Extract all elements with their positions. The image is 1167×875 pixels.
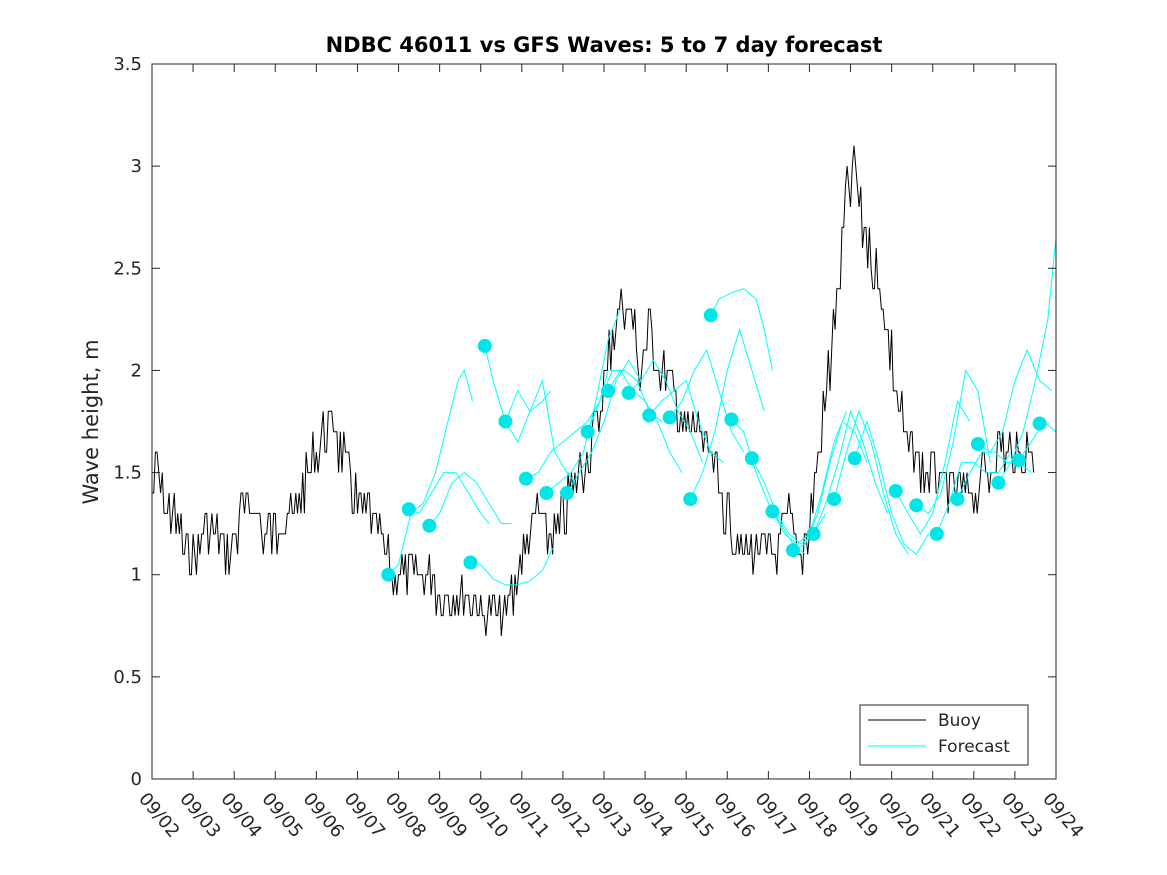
forecast-marker (642, 408, 657, 423)
buoy-series (152, 145, 1035, 637)
forecast-marker (401, 502, 416, 517)
forecast-series-15 (689, 327, 765, 500)
forecast-series-30 (1018, 420, 1057, 461)
y-tick-label: 2.5 (113, 258, 142, 279)
forecast-series-2 (408, 472, 490, 524)
forecast-series-14 (669, 348, 745, 453)
forecast-series-26 (936, 451, 1012, 535)
forecast-marker (847, 451, 862, 466)
forecast-series-1 (387, 369, 473, 576)
y-tick-label: 1 (131, 565, 142, 586)
forecast-marker (827, 492, 842, 507)
forecast-marker (765, 504, 780, 519)
forecast-marker (929, 526, 944, 541)
y-tick-label: 3 (131, 156, 142, 177)
forecast-series-11 (607, 369, 683, 473)
forecast-marker (381, 567, 396, 582)
forecast-series-21 (813, 409, 888, 535)
forecast-series-13 (648, 379, 724, 463)
forecast-series-3 (429, 471, 512, 527)
forecast-marker (888, 484, 903, 498)
forecast-series-29 (998, 237, 1057, 484)
y-tick-label: 3.5 (113, 54, 142, 75)
y-axis-label: Wave height, m (79, 339, 103, 504)
forecast-marker (560, 486, 574, 500)
forecast-series-6 (504, 378, 576, 484)
data-layer (152, 145, 1057, 637)
forecast-series-24 (895, 399, 971, 535)
forecast-marker (703, 308, 718, 323)
y-tick-label: 2 (131, 360, 142, 381)
forecast-marker (683, 492, 698, 507)
forecast-series-22 (833, 409, 909, 555)
forecast-marker (463, 555, 478, 570)
forecast-marker (991, 475, 1006, 490)
legend: Buoy Forecast (859, 704, 1029, 766)
legend-forecast-label: Forecast (938, 737, 1010, 757)
forecast-series-20 (792, 420, 868, 551)
forecast-series-7 (525, 370, 609, 480)
forecast-series-9 (566, 359, 642, 494)
forecast-marker (539, 486, 554, 500)
forecast-marker (518, 471, 533, 486)
forecast-marker (724, 412, 739, 427)
legend-buoy-label: Buoy (938, 711, 981, 731)
forecast-series-16 (710, 288, 773, 371)
y-tick-label: 1.5 (113, 463, 142, 484)
y-tick-label: 0 (131, 769, 142, 790)
forecast-series-8 (546, 308, 621, 494)
forecast-marker (950, 492, 965, 507)
forecast-marker (909, 498, 924, 513)
forecast-marker (498, 414, 513, 429)
forecast-marker (477, 338, 492, 353)
forecast-series-4 (470, 547, 554, 586)
legend-box (859, 704, 1029, 766)
forecast-marker (422, 518, 437, 533)
forecast-marker (744, 451, 759, 466)
chart-title: NDBC 46011 vs GFS Waves: 5 to 7 day fore… (326, 33, 883, 57)
forecast-marker (1012, 453, 1026, 468)
forecast-marker (601, 383, 616, 398)
forecast-series-5 (484, 345, 551, 424)
forecast-series-25 (916, 368, 991, 515)
forecast-marker (970, 437, 985, 451)
forecast-series-28 (977, 348, 1053, 453)
forecast-marker (806, 526, 821, 541)
forecast-series-23 (854, 419, 930, 556)
forecast-marker (1032, 416, 1047, 431)
forecast-marker (580, 424, 595, 439)
y-tick-label: 0.5 (113, 667, 142, 688)
forecast-marker (662, 410, 677, 425)
forecast-marker (786, 543, 800, 558)
forecast-marker (621, 385, 636, 400)
forecast-series-12 (628, 359, 704, 463)
